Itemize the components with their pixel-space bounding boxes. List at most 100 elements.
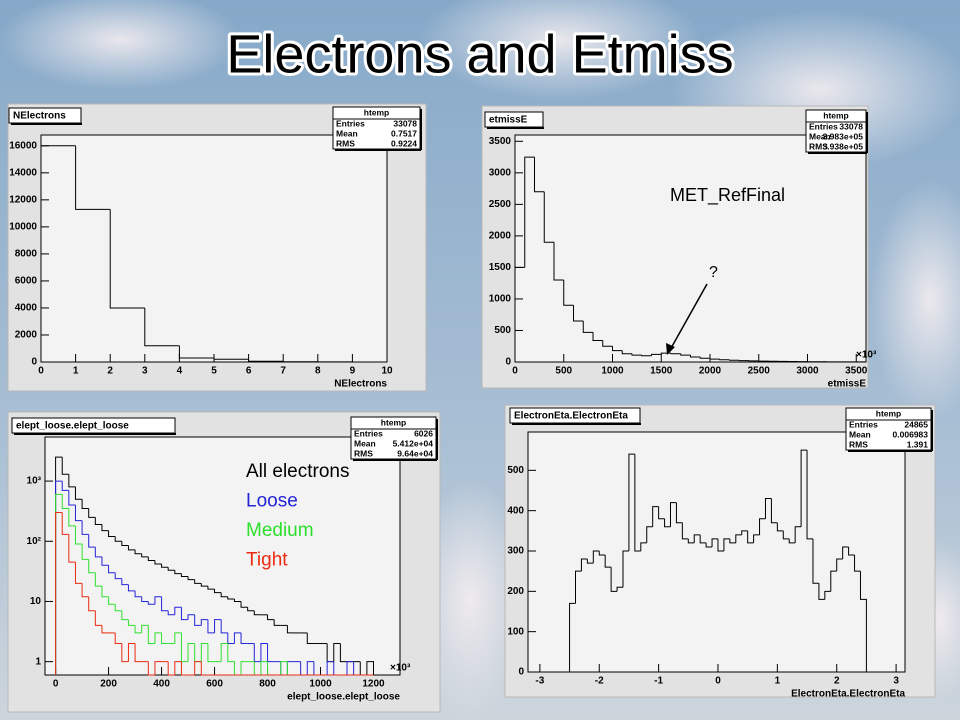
histogram-bin (101, 524, 109, 532)
histogram-bin (147, 601, 155, 605)
histogram-bin (101, 625, 109, 634)
histogram-bin (134, 625, 142, 634)
histogram-bin (227, 596, 235, 600)
stats-key: Mean (809, 131, 831, 141)
histogram-bin (582, 321, 593, 333)
histogram-bin (681, 522, 689, 540)
x-tick-label: 800 (259, 679, 276, 690)
histogram-bin (154, 661, 162, 675)
histogram-bin (693, 534, 701, 543)
x-tick-label: -2 (595, 676, 604, 687)
histogram-bin (74, 525, 83, 545)
y-tick-label: 0 (518, 667, 524, 678)
histogram-bin (121, 643, 129, 663)
annotation-arrow (669, 283, 708, 351)
x-tick-label: 2500 (748, 366, 771, 377)
histogram-bin (154, 596, 162, 605)
histogram-bin (675, 502, 683, 524)
histogram-bin (854, 555, 861, 572)
histogram-bin (75, 145, 111, 210)
histogram-bin (253, 610, 261, 616)
x-tick-label: 0 (53, 679, 59, 690)
histogram-bin (161, 632, 169, 645)
histogram-bin (81, 544, 89, 560)
x-tick-label: 10 (381, 366, 393, 377)
histogram-bin (200, 619, 208, 626)
x-tick-label: 9 (350, 366, 356, 377)
histogram-bin (94, 547, 102, 558)
legend-entry: Medium (246, 520, 314, 541)
plot-frame (44, 436, 401, 676)
histogram-bin (260, 661, 268, 675)
histogram-bin (94, 517, 102, 525)
x-tick-label: 7 (280, 366, 286, 377)
histogram-bin (174, 661, 182, 675)
x-tick-label: 200 (100, 679, 117, 690)
y-tick-label: 500 (507, 465, 524, 476)
y-tick-label: 2500 (489, 199, 512, 210)
histogram-bin (782, 530, 790, 540)
histogram-bin (200, 643, 208, 662)
legend-entry: Tight (246, 550, 288, 571)
histogram-bin (634, 454, 641, 552)
histogram-bin (134, 549, 142, 555)
stats-value: 24865 (904, 419, 928, 429)
histogram-bin (806, 450, 813, 540)
y-tick-label: 3500 (489, 136, 512, 147)
histogram-bin (114, 632, 122, 645)
histogram-bin (187, 614, 195, 620)
x-tick-label: 3 (142, 366, 148, 377)
histogram-bin (759, 518, 766, 535)
histogram-bin (580, 558, 588, 572)
histogram-bin (524, 156, 535, 268)
x-tick-label: 2 (107, 366, 113, 377)
histogram-bin (339, 643, 348, 663)
histogram-bin (141, 596, 149, 602)
histogram-bin (598, 550, 606, 556)
histogram-bin (141, 553, 149, 558)
histogram-bin (664, 518, 671, 528)
y-tick-label: 3000 (489, 167, 512, 178)
stats-key: RMS (849, 439, 868, 449)
stats-key: RMS (354, 448, 373, 458)
histogram-bin (669, 502, 677, 527)
histogram-bin (81, 583, 89, 598)
histogram-bin (812, 538, 819, 584)
x-multiplier: ×10³ (856, 350, 877, 361)
histogram-bin (214, 589, 222, 594)
histogram-bin (61, 494, 69, 510)
stats-title: htemp (876, 408, 902, 418)
histogram-bin (114, 572, 122, 580)
stats-key: Entries (809, 121, 838, 131)
histogram-bin (280, 661, 288, 675)
histogram-bin (207, 643, 215, 663)
histogram-bin (127, 545, 136, 551)
histogram-bin (699, 356, 710, 359)
stats-key: Entries (849, 419, 878, 429)
legend-entry: All electrons (246, 461, 350, 482)
histogram-bin (114, 536, 122, 542)
histogram-bin (121, 578, 129, 586)
histogram-bin (610, 567, 618, 592)
x-tick-label: 3000 (796, 366, 819, 377)
histogram-bin (154, 632, 162, 644)
histogram-bin (154, 560, 162, 565)
y-tick-label: 100 (507, 626, 524, 637)
y-tick-label: 1500 (489, 262, 512, 273)
histogram-bin (134, 590, 142, 598)
y-tick-label: 10 (30, 596, 42, 607)
histogram-bin (709, 358, 720, 360)
histogram-bin (187, 643, 195, 662)
histogram-bin (213, 357, 249, 360)
histogram-bin (167, 610, 175, 616)
y-tick-label: 2000 (15, 330, 38, 341)
histogram-bin (220, 619, 228, 634)
histogram-bin (273, 619, 281, 626)
histogram-bin (180, 573, 189, 577)
histogram-bin (651, 353, 662, 356)
y-tick-label: 2000 (489, 231, 512, 242)
histogram-bin (88, 596, 96, 612)
histogram-bin (94, 572, 102, 587)
histogram-bin (141, 624, 149, 633)
